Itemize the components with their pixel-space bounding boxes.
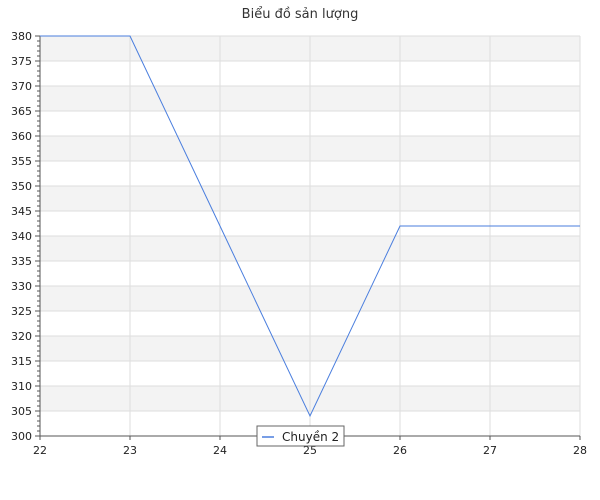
x-tick-label: 27 <box>483 444 497 457</box>
x-tick-label: 24 <box>213 444 227 457</box>
x-tick-label: 28 <box>573 444 587 457</box>
legend: Chuyền 2 <box>256 425 345 447</box>
y-tick-label: 335 <box>11 255 32 268</box>
y-tick-label: 380 <box>11 30 32 43</box>
y-axis-ticks: 300 305 310 315 320 325 330 335 340 345 350 355 360 3… <box>11 30 40 443</box>
y-tick-label: 350 <box>11 180 32 193</box>
x-tick-label: 26 <box>393 444 407 457</box>
y-tick-label: 360 <box>11 130 32 143</box>
chart-title: Biểu đồ sản lượng <box>242 7 359 22</box>
x-axis-ticks: 22 23 24 25 26 27 28 <box>33 436 587 457</box>
legend-box <box>256 425 345 447</box>
legend-label: Chuyền 2 <box>282 430 339 444</box>
y-tick-label: 310 <box>11 380 32 393</box>
y-tick-label: 325 <box>11 305 32 318</box>
y-tick-label: 340 <box>11 230 32 243</box>
y-tick-label: 375 <box>11 55 32 68</box>
x-tick-label: 22 <box>33 444 47 457</box>
y-tick-label: 315 <box>11 355 32 368</box>
y-tick-label: 330 <box>11 280 32 293</box>
y-tick-label: 320 <box>11 330 32 343</box>
y-tick-label: 370 <box>11 80 32 93</box>
x-tick-label: 23 <box>123 444 137 457</box>
y-tick-label: 305 <box>11 405 32 418</box>
y-tick-label: 355 <box>11 155 32 168</box>
y-tick-label: 345 <box>11 205 32 218</box>
y-tick-label: 300 <box>11 430 32 443</box>
x-tick-label: 25 <box>303 444 317 457</box>
series-layer <box>39 35 581 418</box>
y-tick-label: 365 <box>11 105 32 118</box>
